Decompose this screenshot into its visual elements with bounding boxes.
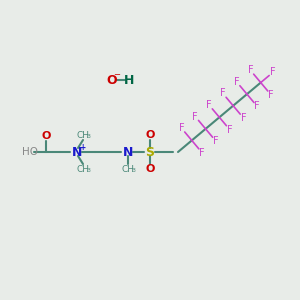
Text: F: F [193,112,198,122]
Text: O: O [41,131,51,141]
Text: O: O [145,164,155,174]
Text: S: S [146,146,154,158]
Text: F: F [248,65,253,75]
Text: N: N [72,146,82,158]
Text: +: + [79,142,85,152]
Text: F: F [268,90,274,100]
Text: F: F [179,123,184,133]
Text: 3: 3 [86,168,91,173]
Text: F: F [206,100,212,110]
Text: H: H [124,74,134,86]
Text: F: F [220,88,226,98]
Text: O: O [107,74,117,86]
Text: O: O [145,130,155,140]
Text: −: − [113,70,121,80]
Text: CH: CH [76,164,89,173]
Text: F: F [254,101,260,111]
Text: 3: 3 [86,134,91,139]
Text: F: F [234,77,239,87]
Text: F: F [270,67,276,77]
Text: 3: 3 [131,168,136,173]
Text: HO: HO [22,147,38,157]
Text: CH: CH [122,164,134,173]
Text: F: F [213,136,219,146]
Text: F: F [241,113,246,123]
Text: F: F [199,148,205,158]
Text: CH: CH [76,130,89,140]
Text: N: N [123,146,133,158]
Text: F: F [227,124,233,134]
